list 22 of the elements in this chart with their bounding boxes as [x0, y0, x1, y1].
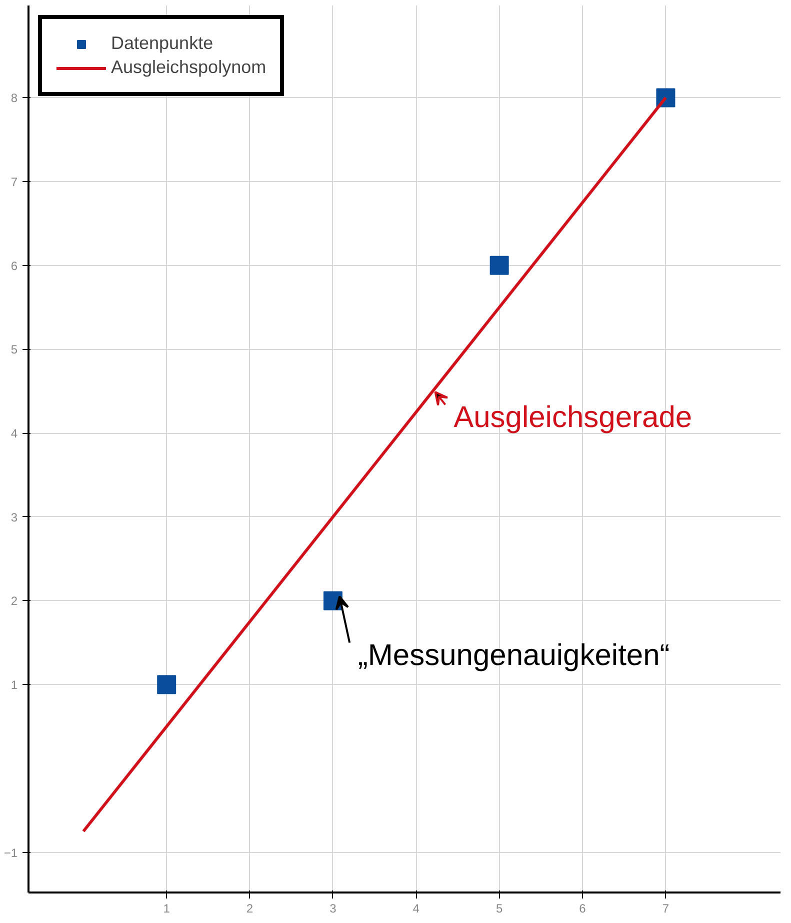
y-tick-label: 3 [10, 510, 18, 524]
y-tick-label: 1 [10, 678, 18, 692]
legend-label: Datenpunkte [111, 33, 214, 54]
x-tick-label: 4 [412, 902, 420, 916]
x-tick-label: 5 [496, 902, 503, 916]
y-tick-label: 8 [10, 91, 18, 106]
y-tick-label: 5 [10, 342, 18, 357]
y-tick-label: 7 [10, 175, 18, 190]
y-tick-label: 6 [10, 258, 18, 273]
x-tick-label: 7 [662, 902, 670, 916]
x-tick-label: 3 [330, 902, 337, 916]
y-tick-label: −1 [4, 846, 18, 860]
x-tick-label: 1 [163, 902, 170, 916]
annotation: „Messungenauigkeiten“ [358, 639, 670, 672]
annotation: Ausgleichsgerade [454, 400, 692, 434]
point [157, 675, 176, 694]
y-tick-label: 4 [10, 426, 18, 441]
x-tick-label: 6 [579, 902, 586, 916]
x-tick-label: 2 [246, 902, 254, 916]
point [490, 256, 509, 275]
legend-label: Ausgleichspolynom [111, 57, 266, 78]
y-tick-label: 2 [10, 594, 18, 608]
